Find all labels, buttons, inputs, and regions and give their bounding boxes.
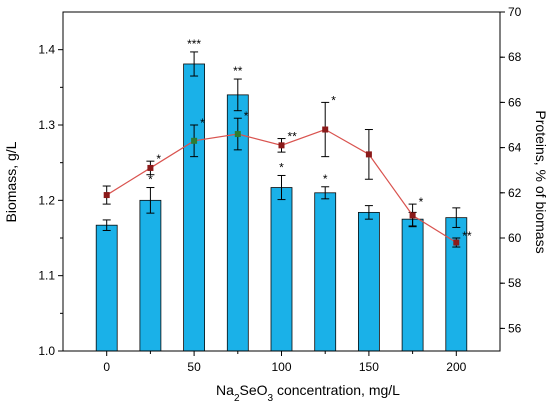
- right-tick-label-56: 56: [508, 321, 522, 335]
- bar-125: [314, 192, 337, 352]
- bar-significance-50: ***: [187, 37, 201, 51]
- bar-significance-75: **: [233, 64, 243, 78]
- bar-significance-125: *: [323, 172, 328, 186]
- right-tick-label-62: 62: [508, 186, 522, 200]
- protein-significance-100: **: [288, 130, 298, 144]
- left-tick-label-1.1: 1.1: [38, 269, 55, 283]
- protein-significance-175: *: [419, 195, 424, 209]
- right-tick-label-70: 70: [508, 5, 522, 19]
- y-axis-left-title: Biomass, g/L: [3, 141, 19, 222]
- bar-175: [401, 218, 424, 352]
- protein-point-0: [103, 192, 110, 199]
- x-tick-label-150: 150: [359, 360, 379, 374]
- protein-point-150: [365, 151, 372, 158]
- bar-25: [139, 199, 162, 352]
- left-tick-label-1.4: 1.4: [38, 43, 55, 57]
- x-axis-title: Na2SeO3 concentration, mg/L: [216, 382, 400, 404]
- protein-significance-200: **: [462, 229, 472, 243]
- bar-significance-100: *: [279, 160, 284, 174]
- right-tick-label-64: 64: [508, 141, 522, 155]
- bar-0: [95, 224, 118, 352]
- axes-layer: [58, 11, 505, 356]
- x-tick-label-0: 0: [103, 360, 110, 374]
- protein-point-25: [147, 164, 154, 171]
- protein-point-75: [234, 131, 241, 138]
- left-tick-label-1.3: 1.3: [38, 118, 55, 132]
- bar-150: [357, 211, 380, 352]
- x-tick-label-100: 100: [271, 360, 291, 374]
- protein-point-175: [409, 212, 416, 219]
- right-tick-label-66: 66: [508, 95, 522, 109]
- protein-point-125: [322, 126, 329, 133]
- bars-layer: ********: [95, 37, 468, 352]
- y-axis-right-title: Proteins, % of biomass: [533, 110, 549, 253]
- x-tick-label-50: 50: [187, 360, 201, 374]
- right-tick-label-68: 68: [508, 50, 522, 64]
- line-layer: ** *******: [102, 93, 472, 248]
- protein-significance-50: *: [200, 116, 205, 130]
- protein-significance-25: *: [156, 152, 161, 166]
- right-tick-label-60: 60: [508, 231, 522, 245]
- labels-layer: 1.0 1.1 1.2 1.3 1.4 56 58 60 62 64 66 68 70 0 50 100 150…: [38, 5, 521, 374]
- protein-point-50: [191, 137, 198, 144]
- bar-significance-25: *: [148, 173, 153, 187]
- bar-50: [183, 63, 206, 352]
- protein-point-200: [453, 239, 460, 246]
- protein-point-100: [278, 142, 285, 149]
- protein-significance-75: *: [244, 109, 249, 123]
- x-tick-label-200: 200: [446, 360, 466, 374]
- bar-100: [270, 187, 293, 352]
- protein-significance-125: *: [331, 93, 336, 107]
- left-tick-label-1.2: 1.2: [38, 193, 55, 207]
- right-tick-label-58: 58: [508, 276, 522, 290]
- left-tick-label-1: 1.0: [38, 344, 55, 358]
